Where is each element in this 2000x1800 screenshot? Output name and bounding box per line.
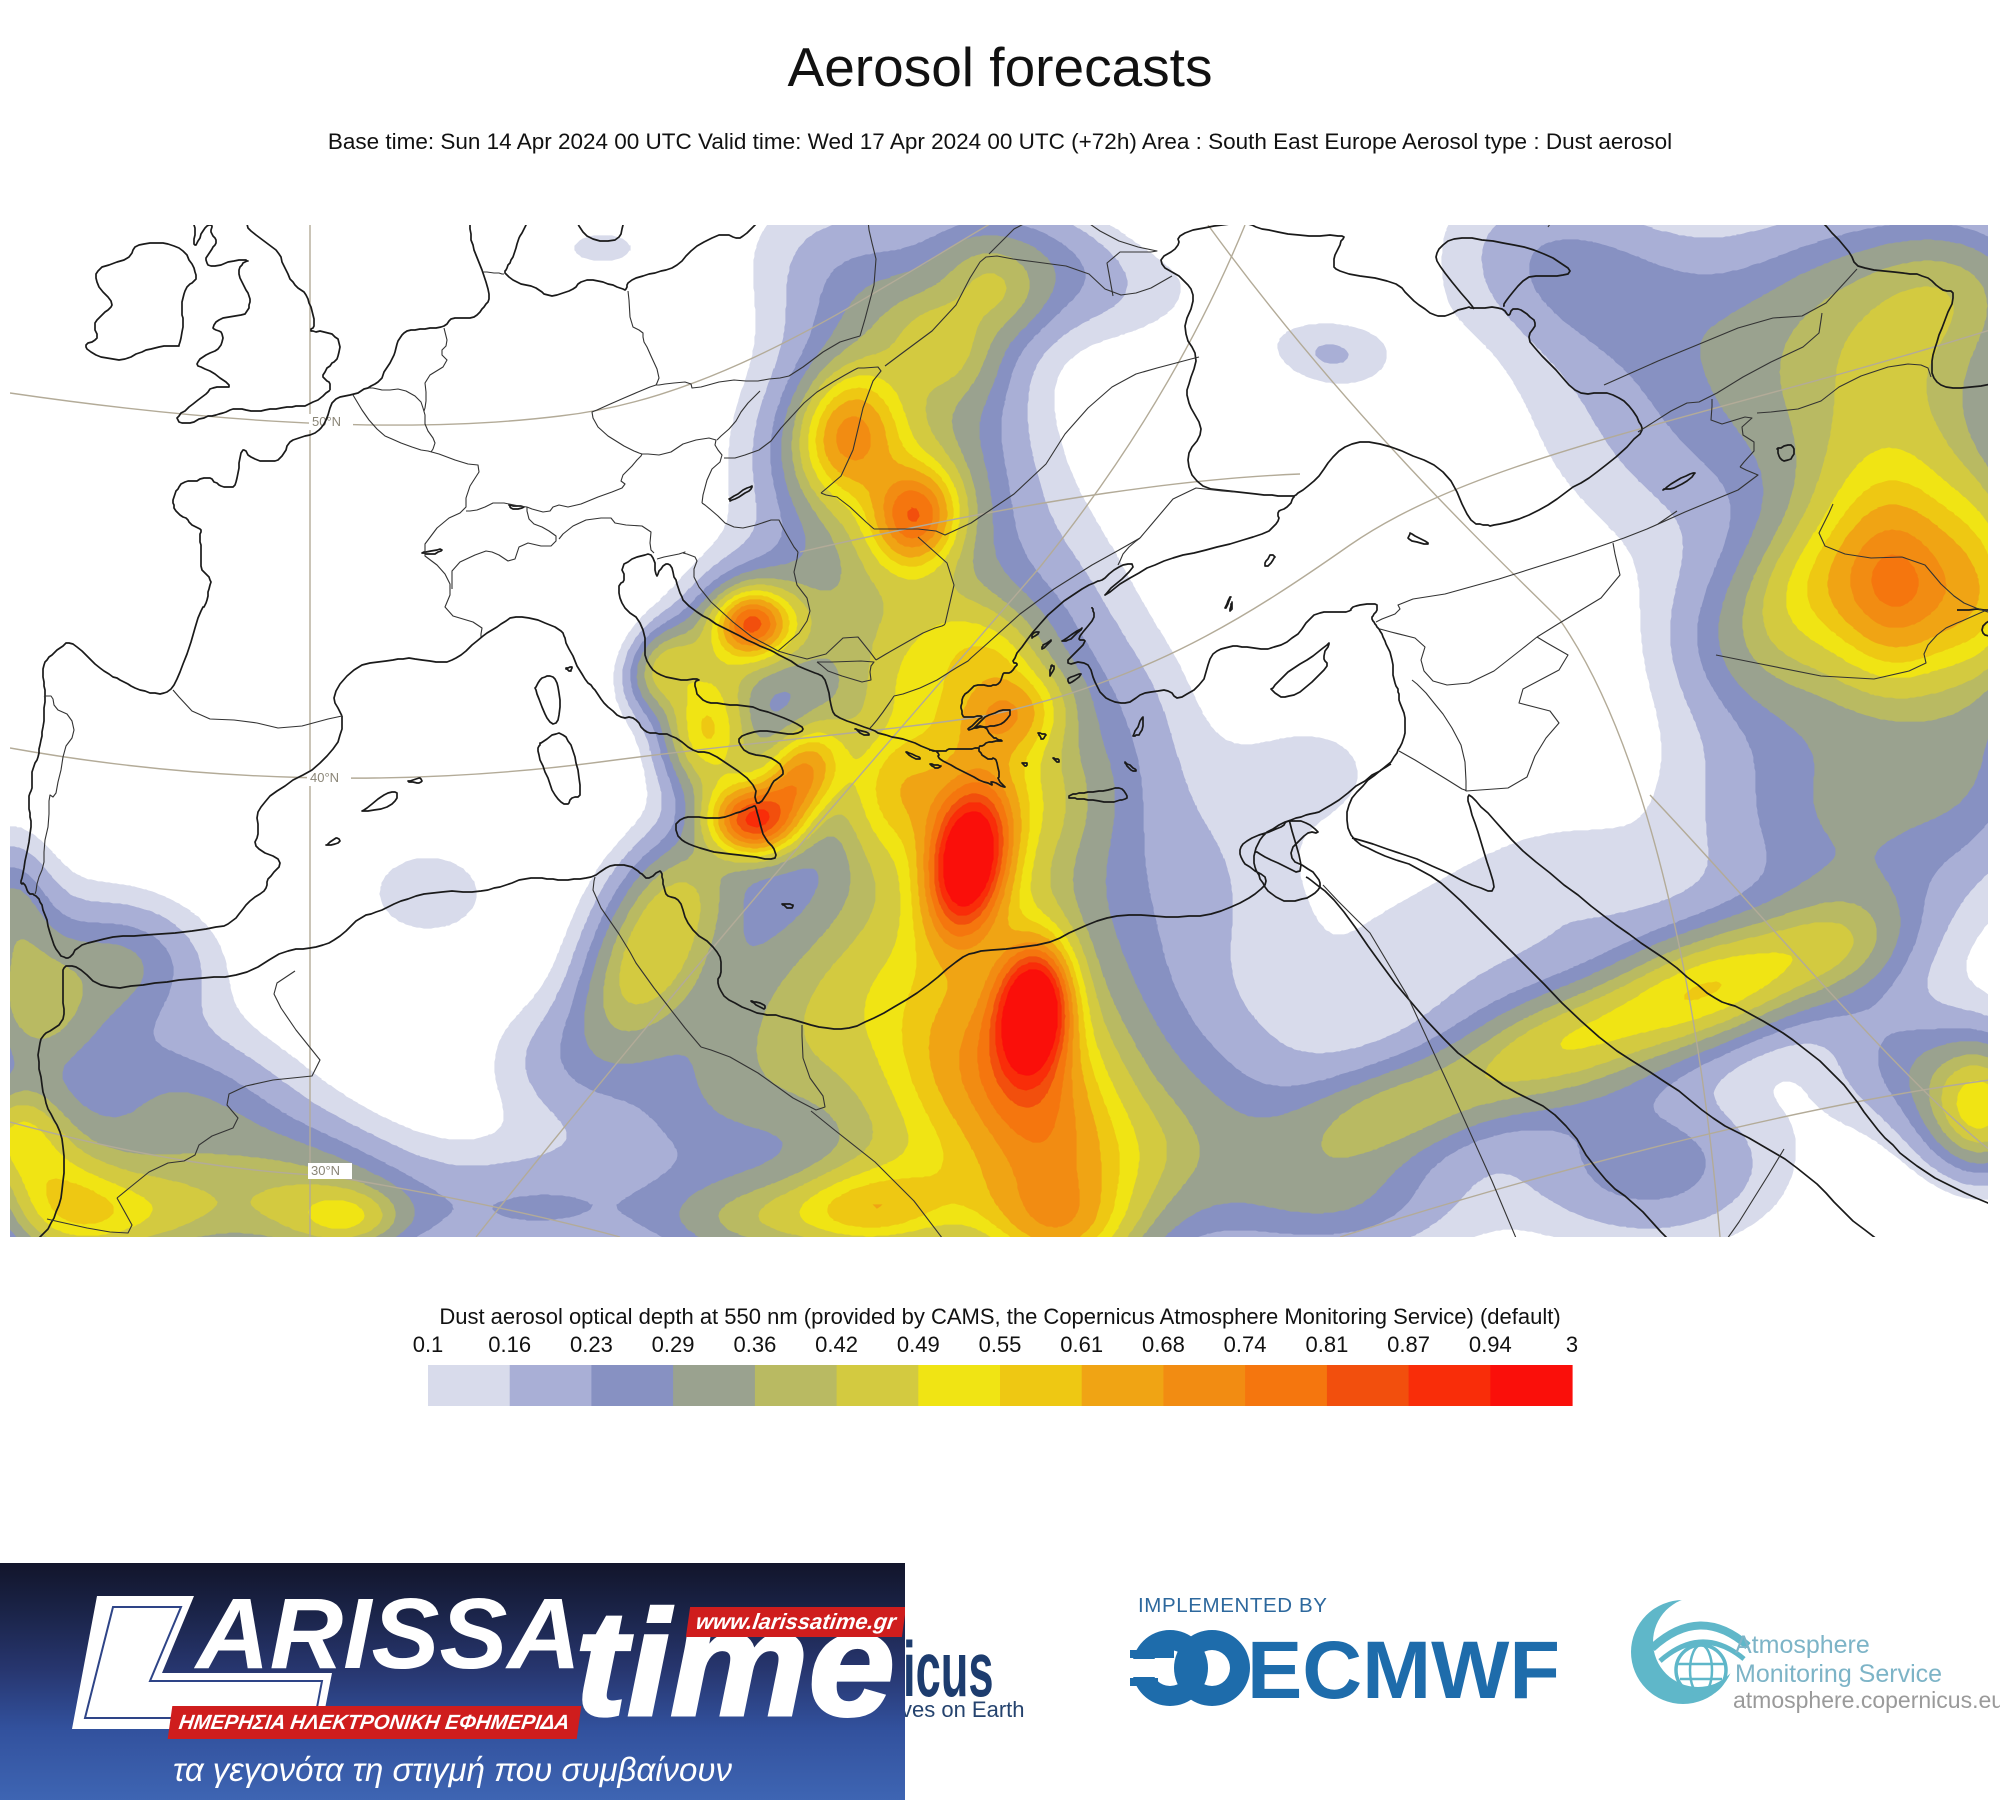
svg-text:3: 3 [1566,1332,1578,1357]
svg-text:0.81: 0.81 [1305,1332,1348,1357]
svg-text:0.23: 0.23 [570,1332,613,1357]
svg-text:30°N: 30°N [311,1163,340,1178]
svg-text:0.87: 0.87 [1387,1332,1430,1357]
svg-text:0.49: 0.49 [897,1332,940,1357]
svg-text:0.74: 0.74 [1224,1332,1267,1357]
svg-text:0.1: 0.1 [413,1332,444,1357]
svg-text:0.16: 0.16 [488,1332,531,1357]
svg-text:0.42: 0.42 [815,1332,858,1357]
svg-text:time: time [575,1579,895,1747]
svg-text:ECMWF: ECMWF [1247,1625,1560,1716]
svg-text:0.94: 0.94 [1469,1332,1512,1357]
svg-text:0.36: 0.36 [733,1332,776,1357]
svg-text:Atmosphere: Atmosphere [1735,1631,1870,1659]
svg-text:atmosphere.copernicus.eu: atmosphere.copernicus.eu [1733,1687,2000,1713]
svg-text:0.55: 0.55 [979,1332,1022,1357]
svg-text:40°N: 40°N [310,770,339,785]
svg-text:0.61: 0.61 [1060,1332,1103,1357]
svg-text:Monitoring Service: Monitoring Service [1735,1660,1942,1688]
svg-text:0.29: 0.29 [652,1332,695,1357]
svg-text:50°N: 50°N [312,414,341,429]
svg-text:ARISSA: ARISSA [193,1578,581,1690]
svg-text:0.68: 0.68 [1142,1332,1185,1357]
